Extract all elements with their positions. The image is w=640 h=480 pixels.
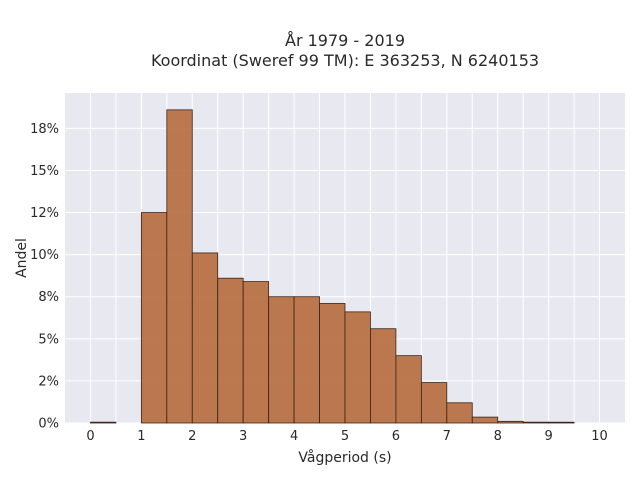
chart-title: År 1979 - 2019	[285, 31, 405, 50]
histogram-bar	[420, 382, 448, 424]
x-tick-label: 10	[591, 429, 608, 444]
histogram-bar	[471, 416, 499, 424]
histogram-bar	[293, 296, 320, 424]
histogram-bar	[90, 421, 117, 424]
histogram-bar	[370, 328, 397, 424]
y-tick-label: 10%	[30, 248, 59, 263]
y-tick-label: 5%	[38, 332, 59, 347]
histogram-bar	[191, 252, 219, 424]
x-tick-label: 6	[392, 429, 400, 444]
histogram-bar	[522, 421, 550, 424]
x-tick-label: 8	[494, 429, 502, 444]
x-tick-label: 1	[137, 429, 145, 444]
y-tick-label: 2%	[38, 374, 59, 389]
histogram-bar	[217, 277, 244, 424]
histogram-bar	[242, 281, 270, 424]
x-tick-label: 7	[443, 429, 451, 444]
histogram-bar	[497, 420, 524, 424]
x-tick-label: 2	[188, 429, 196, 444]
x-tick-label: 9	[544, 429, 552, 444]
y-axis-label: Andel	[14, 238, 30, 278]
histogram-bar	[395, 355, 422, 424]
histogram-bar	[268, 296, 295, 424]
x-tick-label: 3	[239, 429, 247, 444]
y-tick-label: 0%	[38, 417, 59, 432]
chart-subtitle: Koordinat (Sweref 99 TM): E 363253, N 62…	[151, 51, 539, 70]
histogram-bar	[548, 421, 575, 424]
histogram-bar	[446, 402, 473, 424]
x-tick-label: 4	[290, 429, 298, 444]
histogram-bar	[344, 311, 371, 424]
bars-group	[90, 109, 575, 424]
histogram-bar	[319, 303, 346, 424]
y-tick-label: 18%	[30, 122, 59, 137]
histogram-bar	[166, 109, 193, 424]
y-axis-ticks: 0% 2% 5% 8% 10% 12% 15% 18%	[30, 122, 59, 432]
y-tick-label: 15%	[30, 164, 59, 179]
histogram-bar	[140, 212, 168, 424]
y-tick-label: 12%	[30, 206, 59, 221]
x-tick-label: 5	[341, 429, 349, 444]
y-tick-label: 8%	[38, 290, 59, 305]
x-tick-label: 0	[86, 429, 94, 444]
x-axis-ticks: 0 1 2 3 4 5 6 7 8 9 10	[86, 429, 608, 444]
x-axis-label: Vågperiod (s)	[298, 449, 391, 466]
